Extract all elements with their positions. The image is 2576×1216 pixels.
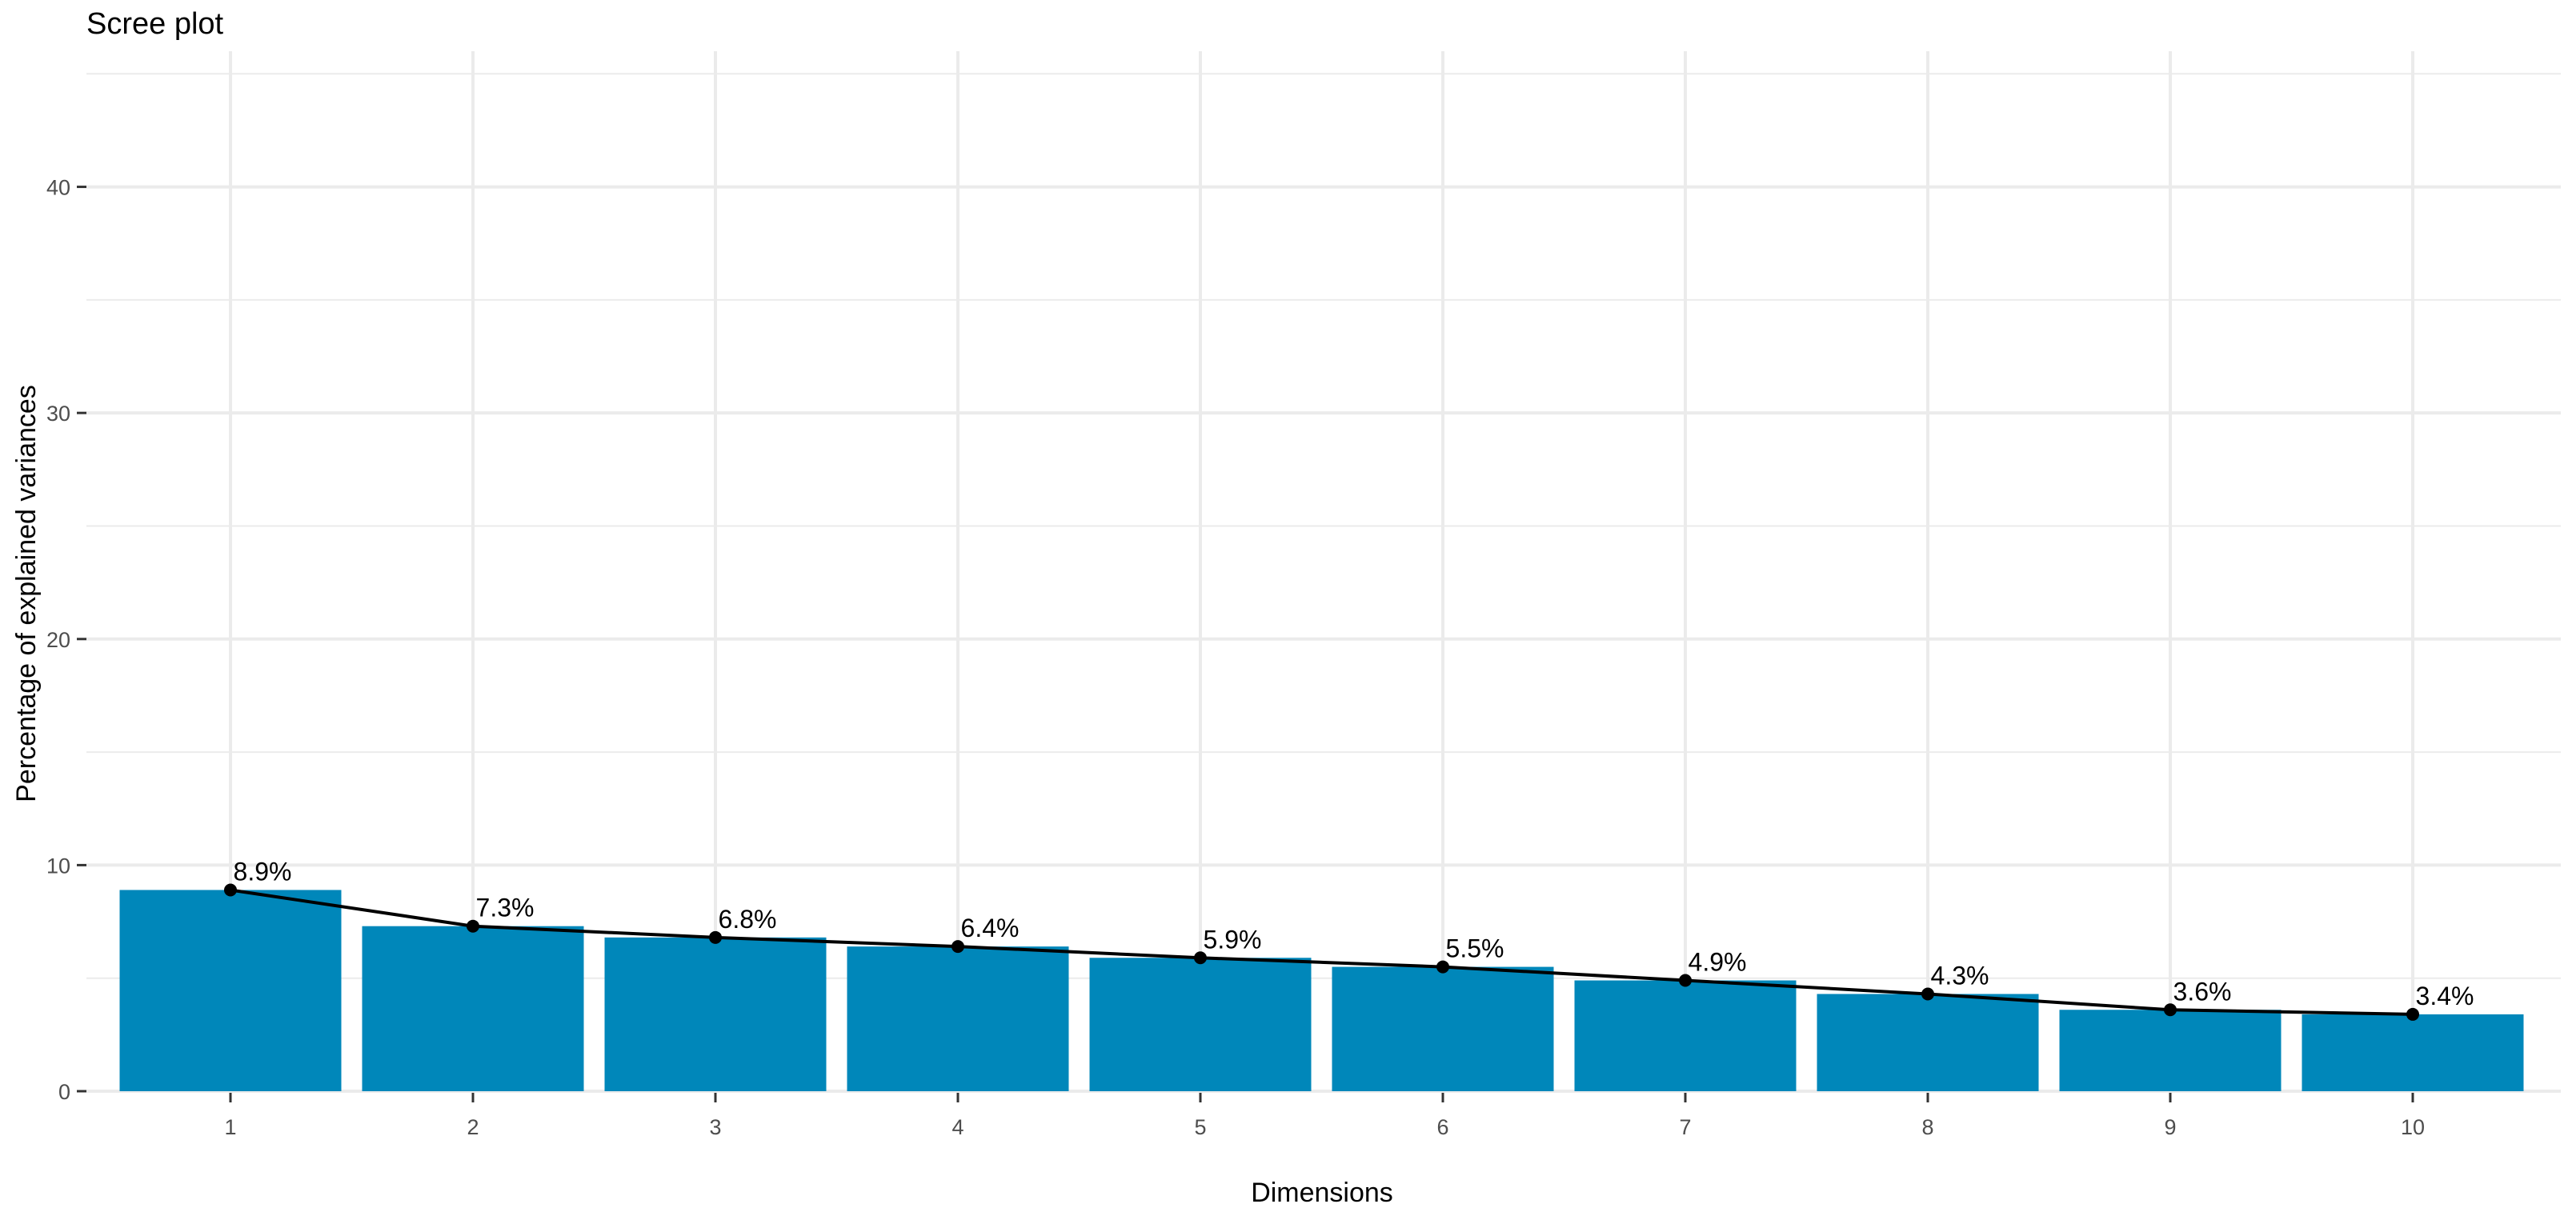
- y-tick-label: 40: [46, 176, 70, 200]
- x-tick-label: 4: [951, 1115, 963, 1139]
- bar-series: [119, 890, 2524, 1091]
- x-axis: 1 2 3 4 5 6 7 8 9 10: [224, 1093, 2425, 1139]
- data-label: 3.6%: [2173, 977, 2232, 1006]
- x-tick-label: 3: [709, 1115, 721, 1139]
- data-labels: 8.9% 7.3% 6.8% 6.4% 5.9% 5.5% 4.9% 4.3% 3.6% 3.4%: [234, 857, 2474, 1010]
- bar: [2059, 1010, 2282, 1091]
- line-series: [230, 888, 2414, 1016]
- bar: [1089, 958, 1312, 1091]
- x-tick-label: 2: [467, 1115, 479, 1139]
- x-tick-label: 9: [2164, 1115, 2176, 1139]
- chart-title: Scree plot: [86, 7, 224, 41]
- bar: [847, 946, 1069, 1091]
- bar: [2302, 1014, 2524, 1091]
- y-tick-label: 10: [46, 854, 70, 878]
- data-point: [951, 940, 964, 954]
- x-tick-label: 1: [224, 1115, 236, 1139]
- x-tick-label: 7: [1679, 1115, 1691, 1139]
- data-point: [1194, 951, 1207, 965]
- bar: [362, 926, 584, 1091]
- data-label: 7.3%: [476, 894, 535, 922]
- data-point: [467, 919, 479, 933]
- y-axis: 0 10 20 30 40: [46, 176, 86, 1104]
- x-tick-label: 10: [2401, 1115, 2425, 1139]
- data-point: [1921, 987, 1934, 1001]
- x-tick-label: 8: [1921, 1115, 1933, 1139]
- data-label: 6.4%: [961, 914, 1020, 942]
- bar: [1817, 994, 2039, 1091]
- x-axis-title: Dimensions: [1251, 1178, 1393, 1208]
- data-label: 8.9%: [234, 857, 292, 886]
- bar: [604, 937, 827, 1091]
- data-label: 3.4%: [2416, 982, 2474, 1010]
- data-point: [2406, 1007, 2419, 1021]
- data-point: [2164, 1003, 2177, 1017]
- data-point: [709, 930, 722, 944]
- data-label: 5.9%: [1204, 925, 1262, 954]
- bar: [1332, 966, 1554, 1091]
- data-label: 6.8%: [719, 905, 777, 934]
- bar: [1574, 980, 1797, 1091]
- bar: [119, 890, 342, 1091]
- y-axis-title: Percentage of explained variances: [11, 385, 42, 802]
- point-series: [224, 883, 2419, 1021]
- data-label: 4.9%: [1689, 948, 1747, 977]
- series-line: [230, 888, 2414, 1016]
- x-tick-label: 6: [1436, 1115, 1448, 1139]
- data-point: [1436, 960, 1449, 974]
- data-point: [224, 883, 237, 897]
- y-tick-label: 0: [58, 1080, 70, 1104]
- y-tick-label: 30: [46, 402, 70, 426]
- data-label: 5.5%: [1446, 934, 1504, 963]
- data-point: [1679, 974, 1692, 987]
- x-tick-label: 5: [1194, 1115, 1206, 1139]
- data-label: 4.3%: [1931, 961, 1989, 990]
- y-tick-label: 20: [46, 628, 70, 652]
